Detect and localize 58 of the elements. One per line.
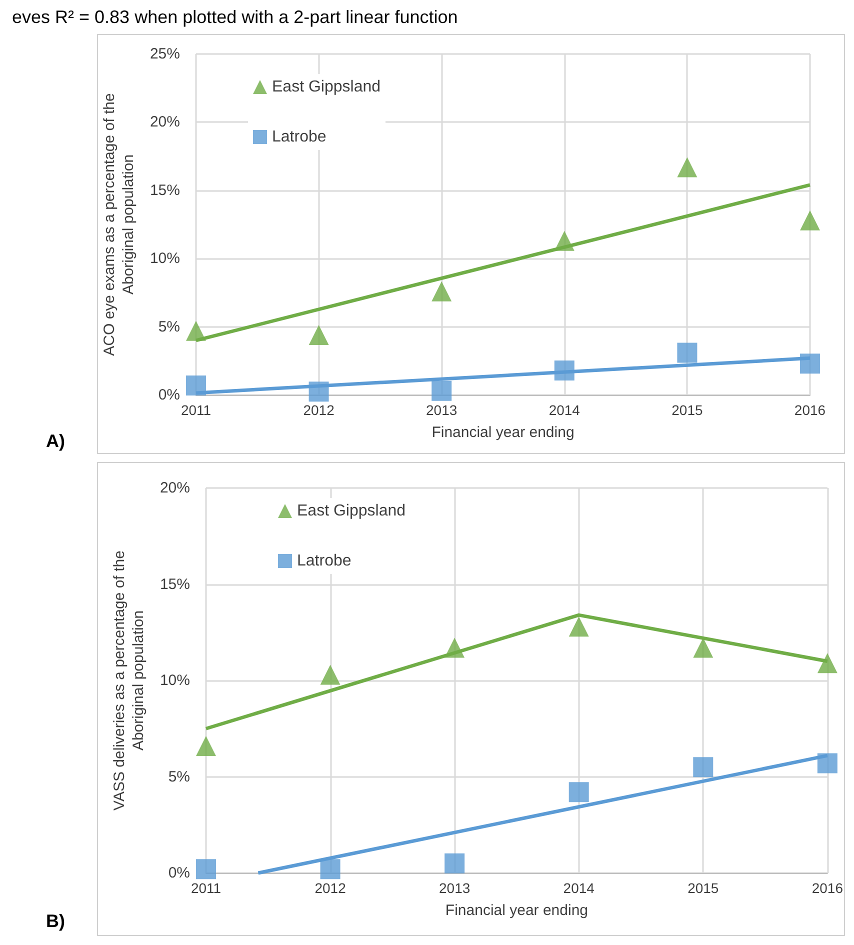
x-tick-label: 2015 <box>672 402 703 418</box>
x-tick-label: 2012 <box>303 402 335 418</box>
point <box>432 380 452 401</box>
y-axis-title: VASS deliveries as a percentage of the Aboriginal population <box>111 550 147 810</box>
point <box>554 230 574 251</box>
x-tick-label: 2014 <box>548 402 580 418</box>
point <box>677 157 698 178</box>
x-axis-title: Financial year ending <box>432 424 574 441</box>
point <box>817 653 838 674</box>
x-tick-label: 2016 <box>812 880 844 896</box>
point <box>554 360 574 380</box>
point <box>308 382 329 402</box>
y-tick-label: 0% <box>158 386 180 404</box>
x-tick-label: 2016 <box>794 402 826 418</box>
legend-label: Latrobe <box>272 128 326 146</box>
text: eves R² = 0.83 when plotted with a 2-part linear function <box>12 7 458 27</box>
point <box>444 853 465 874</box>
point <box>568 616 589 637</box>
y-tick-label: 15% <box>160 576 190 593</box>
y-tick-label: 10% <box>160 672 190 689</box>
text: A) <box>46 431 65 451</box>
y-tick-label: 15% <box>150 182 180 199</box>
x-tick-label: 2014 <box>563 880 595 896</box>
point <box>196 736 216 756</box>
legend-label: East Gippsland <box>272 78 381 96</box>
point <box>196 859 216 880</box>
x-tick-label: 2012 <box>314 880 346 896</box>
x-axis-title: Financial year ending <box>445 902 588 919</box>
point <box>186 375 206 396</box>
point <box>693 757 714 778</box>
y-axis-title: ACO eye exams as a percentage of the Aboriginal population <box>101 93 137 356</box>
y-tick-label: 20% <box>150 114 180 131</box>
x-tick-label: 2015 <box>688 880 719 896</box>
legend-label: Latrobe <box>297 552 352 570</box>
x-tick-label: 2011 <box>190 880 222 896</box>
x-tick-label: 2013 <box>438 880 470 896</box>
y-tick-label: 10% <box>150 250 180 268</box>
point <box>800 210 820 230</box>
point <box>677 342 698 363</box>
point <box>308 324 329 345</box>
x-tick-label: 2013 <box>426 402 458 418</box>
point <box>432 281 452 302</box>
y-tick-label: 5% <box>168 768 190 786</box>
text: B) <box>46 911 65 931</box>
point <box>320 859 340 880</box>
legend-label: East Gippsland <box>297 502 406 520</box>
point <box>186 320 206 341</box>
point <box>800 354 820 374</box>
y-tick-label: 20% <box>160 480 190 496</box>
y-tick-label: 0% <box>168 864 190 882</box>
point <box>693 638 714 658</box>
point <box>568 782 589 802</box>
y-tick-label: 25% <box>150 46 180 62</box>
point <box>817 753 838 774</box>
point <box>444 638 465 658</box>
y-tick-label: 5% <box>158 318 180 336</box>
x-tick-label: 2011 <box>180 402 212 418</box>
point <box>320 664 340 685</box>
